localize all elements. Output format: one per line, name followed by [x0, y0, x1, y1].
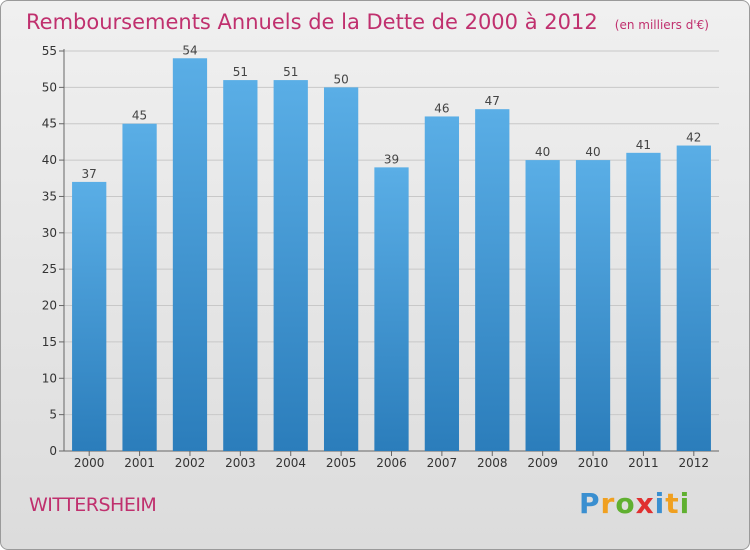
x-tick-label: 2011	[628, 456, 659, 470]
proxiti-logo: Proxiti	[579, 487, 690, 520]
x-tick-label: 2005	[326, 456, 357, 470]
x-tick-label: 2007	[427, 456, 458, 470]
logo-letter: x	[635, 487, 655, 520]
svg-text:Remboursements Annuels de la D: Remboursements Annuels de la Dette de 20…	[26, 10, 709, 34]
y-tick-label: 15	[42, 335, 57, 349]
x-tick-label: 2000	[74, 456, 105, 470]
y-tick-label: 40	[42, 153, 57, 167]
data-label-2011: 41	[636, 138, 651, 152]
x-tick-label: 2003	[225, 456, 256, 470]
chart-unit-note: (en milliers d'€)	[615, 18, 709, 32]
data-label-2003: 51	[233, 65, 248, 79]
bar-2009	[525, 160, 560, 451]
data-label-2007: 46	[434, 101, 449, 115]
x-tick-label: 2006	[376, 456, 407, 470]
y-tick-label: 5	[49, 408, 57, 422]
bar-2011	[626, 152, 661, 451]
x-tick-label: 2002	[175, 456, 206, 470]
bar-2003	[223, 80, 258, 451]
logo-letter: o	[615, 487, 636, 520]
y-tick-label: 50	[42, 80, 57, 94]
y-tick-label: 25	[42, 262, 57, 276]
y-tick-label: 20	[42, 299, 57, 313]
bar-2001	[122, 123, 157, 452]
x-tick-label: 2009	[527, 456, 558, 470]
y-tick-label: 45	[42, 117, 57, 131]
data-label-2010: 40	[585, 145, 600, 159]
bar-2006	[374, 167, 409, 451]
y-tick-label: 35	[42, 189, 57, 203]
commune-name: WITTERSHEIM	[29, 494, 157, 516]
logo-letter: r	[600, 487, 616, 520]
data-label-2002: 54	[182, 43, 197, 57]
bar-2002	[172, 58, 208, 451]
data-label-2012: 42	[686, 131, 701, 145]
data-label-2009: 40	[535, 145, 550, 159]
x-tick-label: 2004	[275, 456, 306, 470]
bar-2008	[475, 109, 510, 451]
bar-2000	[72, 181, 107, 451]
data-label-2001: 45	[132, 109, 147, 123]
data-label-2006: 39	[384, 152, 399, 166]
logo-letter: i	[654, 487, 666, 520]
x-tick-label: 2012	[679, 456, 710, 470]
bar-2005	[323, 87, 359, 451]
data-label-2005: 50	[333, 72, 348, 86]
data-label-2008: 47	[485, 94, 500, 108]
bars: 37 45 54 51 51 50 39 46 47 40 40 41 42	[72, 43, 711, 452]
y-tick-label: 30	[42, 226, 57, 240]
bar-2012	[676, 145, 711, 451]
logo-letter: P	[579, 487, 601, 520]
bar-2007	[424, 116, 460, 452]
axes: 0 5 10 15 20 25 30 35 40 45 50 55 2000 2001 2002 2003 20…	[42, 44, 719, 470]
logo-letter: t	[665, 487, 680, 520]
bar-2010	[575, 160, 611, 451]
y-tick-label: 10	[42, 371, 57, 385]
y-tick-label: 55	[42, 44, 57, 58]
logo-letter: i	[679, 487, 691, 520]
x-tick-label: 2008	[477, 456, 508, 470]
y-tick-label: 0	[49, 444, 57, 458]
data-label-2004: 51	[283, 65, 298, 79]
chart-title: Remboursements Annuels de la Dette de 20…	[26, 10, 598, 34]
bar-2004	[273, 80, 308, 451]
x-tick-label: 2001	[124, 456, 155, 470]
data-label-2000: 37	[82, 167, 97, 181]
x-tick-label: 2010	[578, 456, 609, 470]
